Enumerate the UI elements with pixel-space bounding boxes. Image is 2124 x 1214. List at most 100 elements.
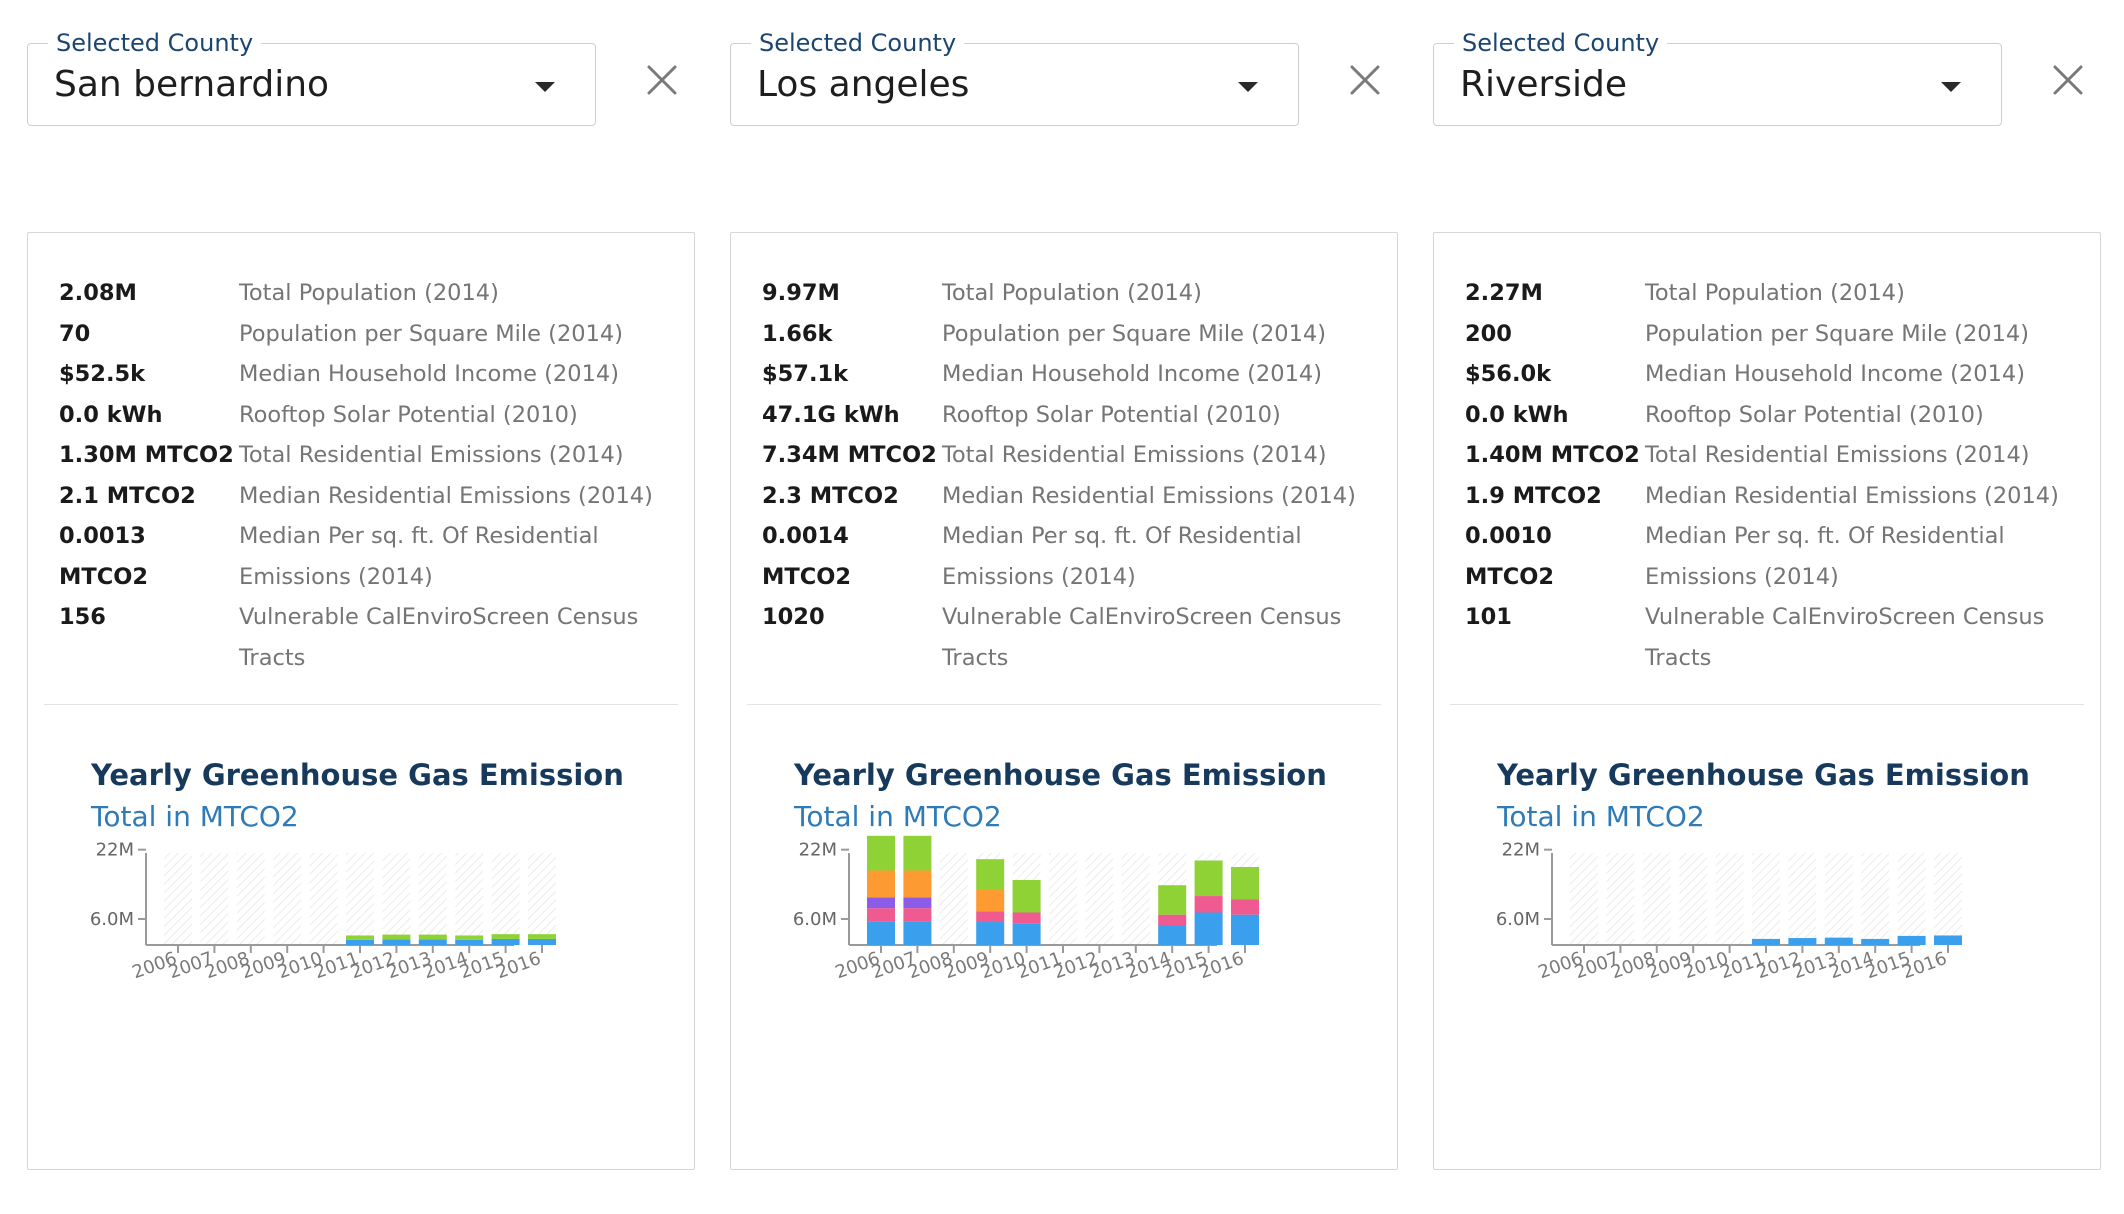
bar-segment — [1158, 925, 1187, 945]
stat-label: Median Residential Emissions (2014) — [942, 482, 1356, 509]
stat-label: Median Household Income (2014) — [1645, 361, 2025, 387]
y-tick-label: 22M — [799, 840, 837, 861]
county-column: Selected County Riverside 2.27M Total Pop… — [1406, 0, 2106, 1214]
stat-value: 1.9 MTCO2 — [1465, 482, 1602, 509]
stat-value: 1.40M MTCO2 — [1465, 442, 1640, 468]
bar-background — [273, 853, 302, 945]
stat-label: Total Population (2014) — [942, 280, 1202, 306]
bar-segment — [976, 922, 1005, 945]
bar-segment — [418, 939, 447, 945]
stat-row: 2.08M Total Population (2014) — [59, 273, 674, 314]
stat-value: 2.1 MTCO2 — [59, 482, 196, 509]
stat-row: 0.0 kWh Rooftop Solar Potential (2010) — [1465, 395, 2080, 436]
bar-segment — [455, 935, 484, 940]
chart-title: Yearly Greenhouse Gas Emission — [91, 758, 624, 792]
stat-value: 1020 — [762, 604, 825, 630]
select-value: Los angeles — [757, 64, 970, 105]
bar-segment — [1012, 912, 1041, 924]
close-icon[interactable] — [1348, 63, 1382, 97]
stat-label: Population per Square Mile (2014) — [239, 320, 623, 347]
bar-segment — [1752, 938, 1780, 945]
bar-segment — [1788, 938, 1817, 945]
stat-label: Vulnerable CalEnviroScreen Census Tracts — [942, 604, 1342, 671]
county-column: Selected County Los angeles 9.97M Total P… — [703, 0, 1403, 1214]
bar-background — [164, 853, 192, 945]
bar-background — [1861, 853, 1890, 945]
divider — [44, 704, 678, 705]
stat-row: 2.3 MTCO2 Median Residential Emissions (2… — [762, 476, 1377, 517]
bar-segment — [1231, 914, 1259, 945]
chevron-down-icon — [1238, 82, 1258, 92]
stat-label: Total Residential Emissions (2014) — [1645, 442, 2030, 468]
bar-segment — [382, 939, 411, 945]
emission-chart: 6.0M22M200620072008200920102011201220132… — [793, 835, 1259, 983]
bar-background — [491, 853, 520, 945]
bar-segment — [1934, 935, 1962, 945]
bar-segment — [867, 897, 895, 909]
stat-row: 0.0013 MTCO2 Median Per sq. ft. Of Reside… — [59, 516, 674, 597]
stat-value: $56.0k — [1465, 361, 1552, 387]
y-tick-label: 22M — [1502, 840, 1540, 861]
stat-value: 0.0010 MTCO2 — [1465, 523, 1555, 590]
bar-segment — [1231, 867, 1259, 900]
stat-value: 1.66k — [762, 320, 833, 347]
stat-row: 9.97M Total Population (2014) — [762, 273, 1377, 314]
stat-row: 1.30M MTCO2 Total Residential Emissions (… — [59, 435, 674, 476]
bar-background — [1934, 853, 1962, 945]
stat-row: 2.27M Total Population (2014) — [1465, 273, 2080, 314]
stat-row: 7.34M MTCO2 Total Residential Emissions (… — [762, 435, 1377, 476]
chart-subtitle: Total in MTCO2 — [1497, 800, 1705, 833]
stat-value: 9.97M — [762, 280, 840, 306]
bar-segment — [1158, 914, 1187, 926]
stat-label: Population per Square Mile (2014) — [1645, 320, 2029, 347]
bar-background — [382, 853, 411, 945]
stat-label: Median Residential Emissions (2014) — [1645, 482, 2059, 509]
stat-value: 2.08M — [59, 280, 137, 306]
bar-segment — [455, 939, 484, 945]
stat-label: Median Residential Emissions (2014) — [239, 482, 653, 509]
bar-background — [200, 853, 229, 945]
stat-value: 101 — [1465, 604, 1512, 630]
stats-list: 2.08M Total Population (2014) 70 Populatio… — [59, 273, 674, 678]
county-select[interactable]: Selected County San bernardino — [27, 29, 596, 126]
bar-segment — [1897, 935, 1926, 945]
bar-background — [1824, 853, 1853, 945]
bar-segment — [1861, 938, 1890, 945]
bar-background — [1049, 853, 1077, 945]
stat-label: Vulnerable CalEnviroScreen Census Tracts — [1645, 604, 2045, 671]
stat-row: 0.0010 MTCO2 Median Per sq. ft. Of Reside… — [1465, 516, 2080, 597]
stat-row: 101 Vulnerable CalEnviroScreen Census Tra… — [1465, 597, 2080, 678]
stat-row: 0.0014 MTCO2 Median Per sq. ft. Of Reside… — [762, 516, 1377, 597]
bar-segment — [491, 938, 520, 945]
select-value: San bernardino — [54, 64, 330, 105]
stat-value: 156 — [59, 604, 106, 630]
stat-value: 70 — [59, 320, 91, 347]
county-card: 9.97M Total Population (2014) 1.66k Popula… — [730, 232, 1398, 1170]
y-tick-label: 22M — [96, 840, 134, 861]
stat-value: 1.30M MTCO2 — [59, 442, 234, 468]
bar-segment — [976, 889, 1005, 912]
stat-label: Total Population (2014) — [1645, 280, 1905, 306]
stat-label: Median Per sq. ft. Of Residential Emissi… — [942, 523, 1302, 590]
stat-label: Rooftop Solar Potential (2010) — [1645, 401, 1984, 428]
stat-label: Total Residential Emissions (2014) — [239, 442, 624, 468]
close-icon[interactable] — [645, 63, 679, 97]
bar-segment — [976, 859, 1005, 890]
stat-row: 1.40M MTCO2 Total Residential Emissions (… — [1465, 435, 2080, 476]
bar-background — [1679, 853, 1708, 945]
stat-row: 1020 Vulnerable CalEnviroScreen Census Tr… — [762, 597, 1377, 678]
stat-value: 0.0 kWh — [59, 401, 163, 428]
stats-list: 2.27M Total Population (2014) 200 Populati… — [1465, 273, 2080, 678]
county-select[interactable]: Selected County Riverside — [1433, 29, 2002, 126]
emission-chart: 6.0M22M200620072008200920102011201220132… — [1496, 840, 1962, 983]
bar-background — [236, 853, 265, 945]
y-tick-label: 6.0M — [793, 909, 837, 930]
bar-segment — [1012, 880, 1041, 913]
chart-title: Yearly Greenhouse Gas Emission — [1497, 758, 2030, 792]
close-icon[interactable] — [2051, 63, 2085, 97]
bar-background — [309, 853, 338, 945]
stat-row: $57.1k Median Household Income (2014) — [762, 354, 1377, 395]
bar-segment — [1012, 923, 1041, 945]
county-select[interactable]: Selected County Los angeles — [730, 29, 1299, 126]
stat-value: 2.27M — [1465, 280, 1543, 306]
